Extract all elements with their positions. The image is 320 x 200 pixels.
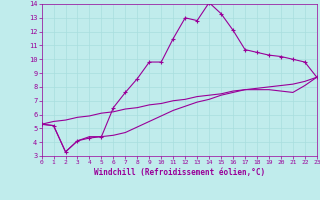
X-axis label: Windchill (Refroidissement éolien,°C): Windchill (Refroidissement éolien,°C) bbox=[94, 168, 265, 177]
